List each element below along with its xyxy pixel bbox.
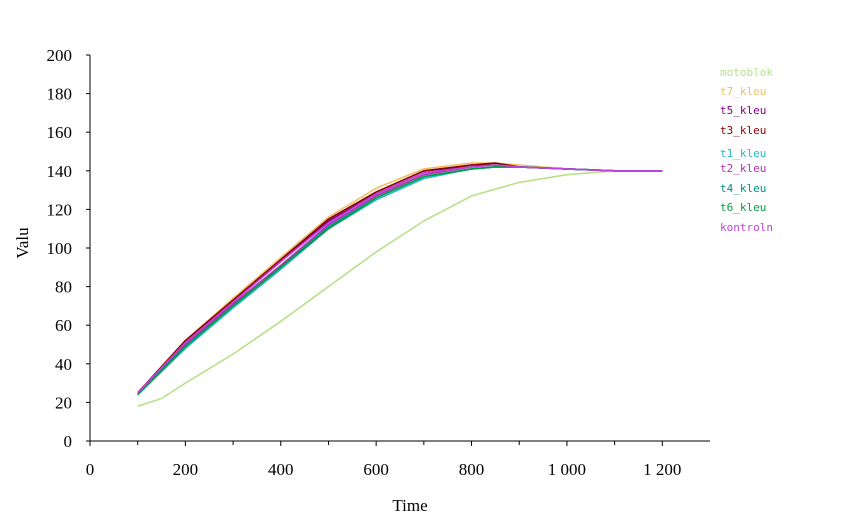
series-line-motoblok bbox=[137, 170, 663, 408]
y-tick-label: 180 bbox=[47, 85, 73, 104]
series-line-t3-kleu bbox=[137, 162, 663, 394]
series-line-t1-kleu bbox=[137, 166, 663, 396]
y-axis-title: Valu bbox=[13, 227, 32, 259]
legend-entry-t3-kleu: t3_kleu bbox=[720, 124, 766, 137]
x-ticks: 0 200 400 600 800 1 000 1 200 bbox=[86, 441, 681, 479]
legend-entry-t4-kleu: t4_kleu bbox=[720, 182, 766, 195]
y-tick-label: 0 bbox=[64, 432, 73, 451]
y-tick-label: 200 bbox=[47, 46, 73, 65]
y-tick-label: 80 bbox=[55, 278, 72, 297]
y-tick-label: 60 bbox=[55, 316, 72, 335]
x-tick-label: 200 bbox=[173, 460, 199, 479]
y-tick-label: 120 bbox=[47, 200, 73, 219]
y-tick-label: 100 bbox=[47, 239, 73, 258]
x-tick-label: 600 bbox=[363, 460, 389, 479]
series-line-kontroln bbox=[137, 164, 663, 394]
legend: motoblok t7_kleu t5_kleu t3_kleu t1_kleu t2_k… bbox=[720, 66, 773, 234]
series-line-t7-kleu bbox=[137, 162, 663, 394]
x-tick-label: 0 bbox=[86, 460, 95, 479]
series-line-t4-kleu bbox=[137, 166, 663, 396]
plot-lines bbox=[137, 162, 663, 408]
x-tick-label: 1 000 bbox=[548, 460, 586, 479]
legend-entry-t5-kleu: t5_kleu bbox=[720, 104, 766, 117]
axes bbox=[89, 55, 710, 442]
y-ticks: 0 20 40 60 80 100 120 140 160 180 200 bbox=[47, 46, 90, 451]
series-line-t5-kleu bbox=[137, 164, 663, 394]
y-tick-label: 40 bbox=[55, 355, 72, 374]
x-tick-label: 800 bbox=[459, 460, 485, 479]
x-tick-label: 400 bbox=[268, 460, 294, 479]
legend-entry-t1-kleu: t1_kleu bbox=[720, 147, 766, 160]
series-line-t6-kleu bbox=[137, 166, 663, 396]
x-tick-label: 1 200 bbox=[643, 460, 681, 479]
legend-entry-t6-kleu: t6_kleu bbox=[720, 201, 766, 214]
y-tick-label: 20 bbox=[55, 393, 72, 412]
legend-entry-t2-kleu: t2_kleu bbox=[720, 162, 766, 175]
y-tick-label: 140 bbox=[47, 162, 73, 181]
legend-entry-motoblok: motoblok bbox=[720, 66, 773, 79]
legend-entry-t7-kleu: t7_kleu bbox=[720, 85, 766, 98]
legend-entry-kontroln: kontroln bbox=[720, 221, 773, 234]
y-tick-label: 160 bbox=[47, 123, 73, 142]
series-line-t2-kleu bbox=[137, 164, 663, 394]
x-axis-title: Time bbox=[392, 496, 427, 515]
